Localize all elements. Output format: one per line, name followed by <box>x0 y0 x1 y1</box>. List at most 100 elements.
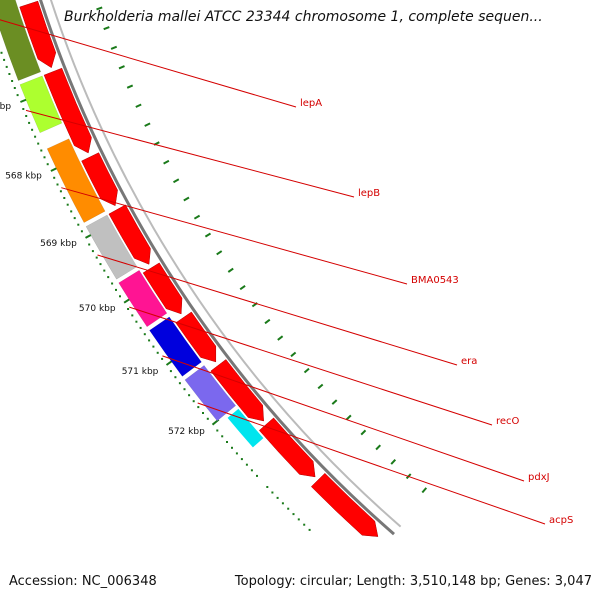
ruler-minor-tick <box>95 256 98 259</box>
ruler-minor-tick <box>127 308 130 310</box>
ruler-minor-tick <box>34 135 37 138</box>
ruler-minor-tick <box>292 513 295 516</box>
label-leader-line <box>61 187 408 285</box>
ruler-minor-tick <box>281 502 284 505</box>
feature-tick <box>144 122 151 127</box>
gene-band-acps <box>184 365 237 422</box>
label-leader-line <box>129 306 493 426</box>
kbp-label: 567 kbp <box>0 102 11 112</box>
ruler-minor-tick <box>245 463 248 466</box>
cds-arrow <box>258 417 316 478</box>
ruler-minor-tick <box>156 351 159 354</box>
ruler-minor-tick <box>25 115 28 117</box>
ruler-minor-tick <box>131 314 134 317</box>
ruler-minor-tick <box>8 73 11 75</box>
ruler-minor-tick <box>303 523 306 526</box>
ruler-minor-tick <box>91 250 94 253</box>
ruler-minor-tick <box>135 320 138 323</box>
feature-tick <box>96 6 103 11</box>
ruler-minor-tick <box>231 446 233 449</box>
feature-tick <box>135 103 142 108</box>
ruler-minor-tick <box>174 376 177 379</box>
ruler-minor-tick <box>240 458 243 461</box>
cds-arrow <box>175 311 217 363</box>
ruler-minor-tick <box>206 417 209 420</box>
ruler-minor-tick <box>70 210 73 213</box>
cds-arrow <box>43 67 92 154</box>
ruler-minor-tick <box>161 357 164 360</box>
kbp-label: 572 kbp <box>168 427 205 437</box>
feature-tick <box>303 367 310 374</box>
gene-band-reco <box>118 269 168 328</box>
ruler-minor-tick <box>77 223 80 226</box>
cds-arrow <box>81 152 118 207</box>
accession-text: Accession: NC_006348 <box>9 574 157 589</box>
gene-label-era: era <box>461 356 477 367</box>
downstream-cyan-band <box>227 408 264 448</box>
gene-band-lepa <box>0 0 42 81</box>
ruler-minor-tick <box>178 382 181 385</box>
ruler-minor-tick <box>271 491 274 494</box>
ruler-minor-tick <box>287 507 290 510</box>
kbp-label: 570 kbp <box>79 304 116 314</box>
ruler-minor-tick <box>16 94 19 97</box>
gene-label-acps: acpS <box>549 515 573 526</box>
cds-arrow <box>210 359 264 422</box>
cds-arrow <box>108 204 151 265</box>
ruler-minor-tick <box>56 183 59 186</box>
cds-arrow <box>19 0 57 69</box>
ruler-minor-tick <box>115 288 117 291</box>
ruler-minor-tick <box>0 51 3 54</box>
ruler-minor-tick <box>152 345 155 348</box>
ruler-minor-tick <box>256 474 258 477</box>
ruler-minor-tick <box>73 217 76 220</box>
ruler-minor-tick <box>276 496 279 499</box>
ruler-minor-tick <box>226 441 228 443</box>
feature-tick <box>375 444 382 451</box>
genome-summary: Topology: circular; Length: 3,510,148 bp… <box>234 574 592 589</box>
ruler-minor-tick <box>11 80 14 82</box>
ruler-minor-tick <box>103 269 106 272</box>
feature-tick <box>277 335 284 341</box>
ruler-minor-tick <box>99 263 102 266</box>
feature-tick <box>193 214 201 220</box>
feature-tick <box>290 351 297 358</box>
ruler-minor-tick <box>40 149 43 152</box>
map-title: Burkholderia mallei ATCC 23344 chromosom… <box>64 9 543 25</box>
label-leader-line <box>97 254 458 366</box>
ruler-minor-tick <box>80 230 83 233</box>
feature-tick <box>239 284 246 291</box>
feature-tick <box>103 26 110 31</box>
ruler-minor-tick <box>5 65 8 68</box>
ruler-minor-tick <box>28 121 31 124</box>
ruler-minor-tick <box>22 108 25 110</box>
gene-label-pdxj: pdxJ <box>528 472 550 483</box>
feature-tick <box>118 65 125 70</box>
feature-tick <box>216 250 223 256</box>
ruler-minor-tick <box>183 388 186 391</box>
label-leader-line <box>25 109 355 198</box>
ruler-minor-tick <box>13 87 16 89</box>
backbone-inner <box>50 0 402 528</box>
cds-arrow <box>142 262 183 315</box>
ruler-minor-tick <box>308 528 311 531</box>
ruler-minor-tick <box>192 400 195 403</box>
feature-tick <box>204 232 212 238</box>
backbone <box>39 0 402 536</box>
ruler-minor-tick <box>111 282 114 285</box>
ruler-minor-tick <box>139 326 142 329</box>
ruler-minor-tick <box>88 243 91 246</box>
gene-band-bma0543 <box>46 138 106 223</box>
feature-tick <box>110 45 118 50</box>
feature-tick <box>390 459 397 465</box>
feature-tick <box>227 267 234 273</box>
ruler-minor-tick <box>53 176 56 179</box>
gene-band-lepb <box>19 75 63 134</box>
ruler-minor-tick <box>107 276 110 279</box>
ruler-minor-tick <box>169 370 172 373</box>
label-leader-line <box>0 19 297 108</box>
label-leader-line <box>197 402 546 525</box>
feature-tick <box>360 429 367 436</box>
